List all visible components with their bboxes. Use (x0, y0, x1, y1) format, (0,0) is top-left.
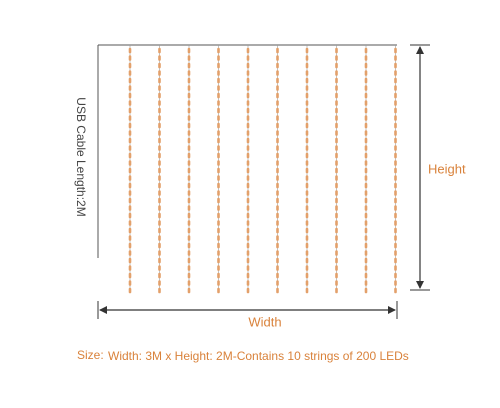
led-strings (128, 45, 397, 294)
height-label: Height (428, 161, 466, 176)
width-label: Width (248, 314, 281, 329)
size-text: Width: 3M x Height: 2M-Contains 10 strin… (108, 349, 409, 363)
cable-label: USB Cable Length:2M (74, 97, 88, 216)
size-label: Size: (77, 348, 104, 362)
